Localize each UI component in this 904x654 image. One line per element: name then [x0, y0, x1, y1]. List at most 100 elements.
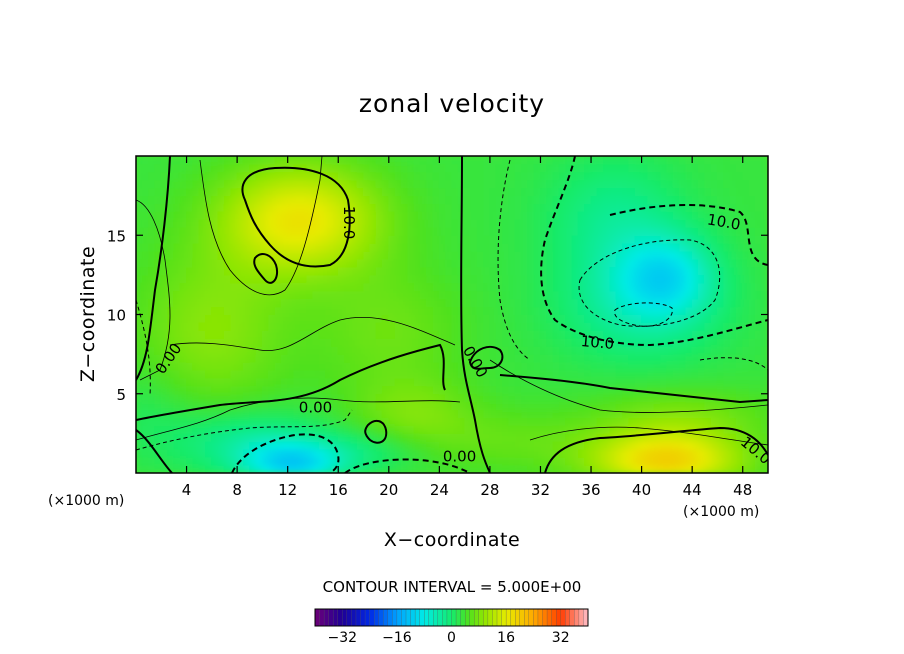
field-cell — [533, 337, 541, 347]
field-cell — [653, 448, 662, 458]
field-cell — [748, 163, 756, 173]
field-cell — [211, 274, 219, 284]
field-cell — [653, 306, 662, 315]
field-cell — [666, 401, 674, 411]
field-cell — [432, 258, 440, 268]
field-cell — [489, 401, 497, 411]
field-cell — [236, 353, 244, 363]
field-cell — [318, 258, 327, 268]
field-cell — [148, 393, 156, 403]
field-cell — [211, 163, 219, 173]
field-cell — [723, 424, 731, 434]
field-cell — [552, 424, 560, 434]
field-cell — [179, 266, 188, 276]
field-cell — [457, 448, 466, 458]
field-cell — [710, 266, 718, 276]
field-cell — [742, 321, 750, 331]
field-cell — [217, 274, 225, 284]
field-cell — [223, 226, 232, 236]
field-cell — [464, 250, 472, 260]
field-cell — [400, 385, 409, 395]
field-cell — [710, 329, 718, 339]
field-cell — [729, 250, 737, 260]
field-cell — [697, 258, 706, 268]
field-cell — [691, 464, 699, 473]
field-cell — [470, 290, 478, 300]
field-cell — [483, 409, 491, 419]
field-cell — [476, 250, 485, 260]
field-cell — [590, 156, 598, 165]
field-cell — [369, 314, 377, 323]
field-cell — [483, 290, 491, 300]
field-cell — [571, 337, 579, 347]
field-cell — [306, 195, 314, 205]
field-cell — [381, 187, 390, 197]
field-cell — [577, 353, 586, 363]
field-cell — [716, 195, 725, 205]
field-cell — [356, 464, 365, 473]
field-cell — [337, 314, 346, 323]
field-cell — [217, 393, 225, 403]
field-cell — [596, 377, 605, 387]
field-cell — [748, 179, 756, 189]
field-cell — [400, 377, 409, 387]
field-cell — [148, 321, 156, 331]
field-cell — [729, 290, 737, 300]
field-cell — [375, 242, 383, 252]
field-cell — [754, 195, 763, 205]
field-cell — [179, 456, 188, 466]
field-cell — [179, 195, 188, 205]
field-cell — [255, 440, 263, 450]
field-cell — [299, 282, 308, 292]
field-cell — [603, 195, 611, 205]
field-cell — [577, 432, 586, 442]
field-cell — [723, 171, 731, 181]
field-cell — [407, 329, 415, 339]
field-cell — [381, 345, 390, 355]
field-cell — [565, 187, 573, 197]
field-cell — [723, 369, 731, 379]
field-cell — [419, 234, 428, 244]
field-cell — [716, 258, 725, 268]
field-cell — [148, 218, 156, 228]
contour-line — [136, 343, 446, 421]
field-cell — [685, 258, 693, 268]
field-cell — [647, 401, 655, 411]
field-cell — [426, 409, 434, 419]
field-cell — [160, 234, 169, 244]
field-cell — [211, 171, 219, 181]
field-cell — [223, 163, 232, 173]
field-cell — [230, 393, 238, 403]
field-cell — [375, 187, 383, 197]
field-cell — [350, 250, 358, 260]
field-cell — [280, 401, 289, 411]
field-cell — [211, 385, 219, 395]
field-cell — [299, 409, 308, 419]
field-cell — [634, 282, 643, 292]
field-cell — [508, 163, 516, 173]
field-cell — [363, 377, 371, 387]
field-cell — [407, 210, 415, 220]
field-cell — [464, 337, 472, 347]
field-cell — [716, 314, 725, 323]
colorbar-tick-label: −32 — [328, 630, 358, 646]
field-cell — [539, 464, 548, 473]
field-cell — [603, 218, 611, 228]
field-cell — [179, 401, 188, 411]
field-cell — [489, 171, 497, 181]
field-cell — [205, 361, 213, 371]
field-cell — [539, 266, 548, 276]
field-cell — [666, 440, 674, 450]
field-cell — [249, 187, 257, 197]
field-cell — [653, 329, 662, 339]
field-cell — [236, 203, 244, 212]
field-cell — [483, 187, 491, 197]
field-cell — [464, 179, 472, 189]
field-cell — [476, 424, 485, 434]
field-cell — [502, 464, 510, 473]
field-cell — [641, 195, 649, 205]
field-cell — [502, 321, 510, 331]
field-cell — [565, 163, 573, 173]
field-cell — [685, 156, 693, 165]
field-cell — [344, 306, 352, 315]
